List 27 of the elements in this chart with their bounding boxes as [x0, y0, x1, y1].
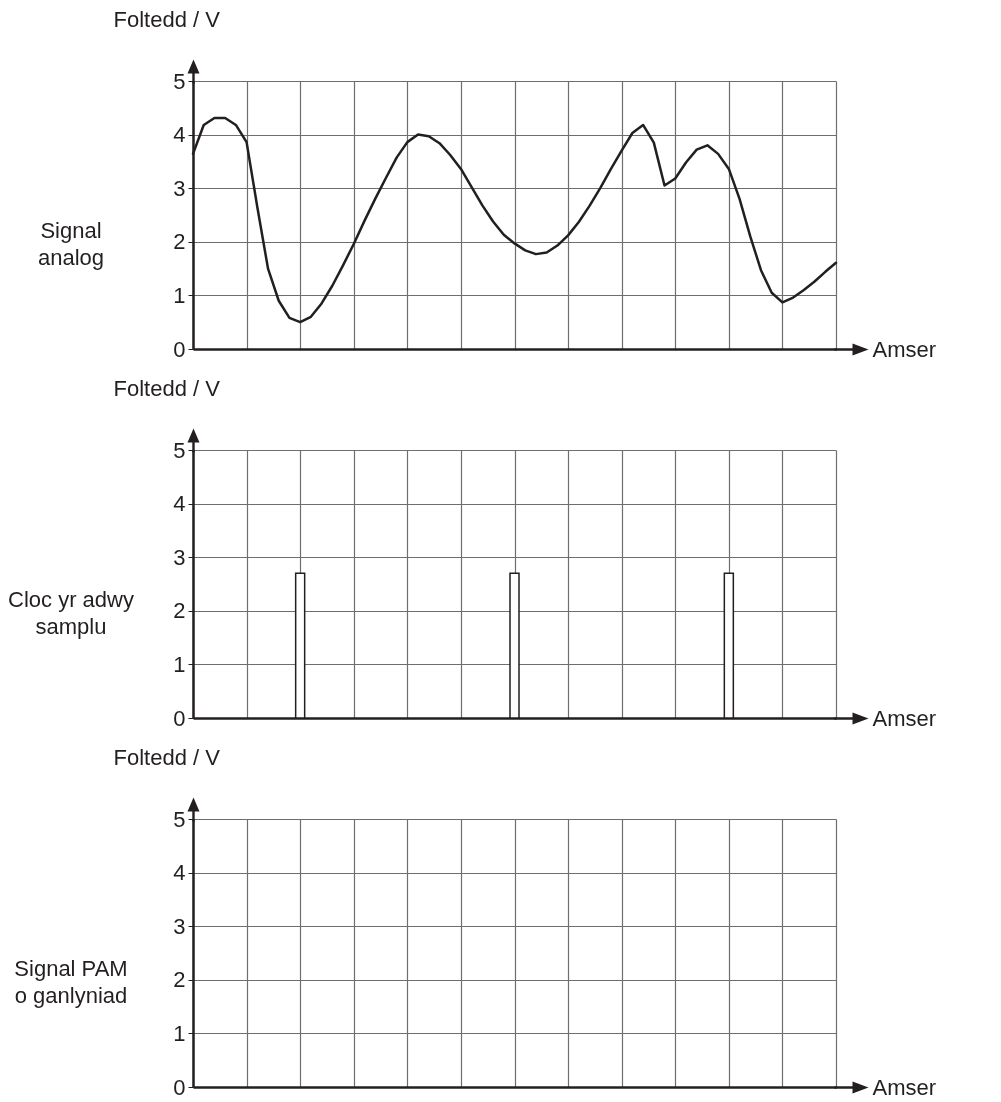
y-tick-label: 5: [173, 806, 186, 832]
y-tick-label: 1: [173, 1020, 186, 1046]
y-tick-label: 4: [173, 122, 186, 148]
y-tick-label: 3: [173, 175, 186, 201]
y-tick-label: 5: [173, 437, 186, 463]
y-tick-label: 4: [173, 860, 186, 886]
y-tick-label: 2: [173, 229, 186, 255]
y-tick-label: 1: [173, 282, 186, 308]
y-tick-label: 3: [173, 913, 186, 939]
y-tick-label: 0: [173, 705, 186, 731]
y-tick-label: 1: [173, 651, 186, 677]
y-axis-title: Foltedd / V: [113, 744, 221, 770]
text: Cloc yr adwy samplu: [8, 587, 134, 640]
y-axis-title: Foltedd / V: [113, 6, 221, 32]
x-axis-title: Amser: [872, 1074, 937, 1100]
y-tick-label: 2: [173, 598, 186, 624]
y-tick-label: 4: [173, 491, 186, 517]
y-tick-label: 3: [173, 544, 186, 570]
y-axis-title: Foltedd / V: [113, 375, 221, 401]
x-axis-title: Amser: [872, 705, 937, 731]
y-tick-label: 0: [173, 336, 186, 362]
text: Signal PAM o ganlyniad: [14, 956, 128, 1009]
y-tick-label: 0: [173, 1074, 186, 1100]
text: Signal analog: [37, 218, 105, 271]
y-tick-label: 2: [173, 967, 186, 993]
x-axis-title: Amser: [872, 336, 937, 362]
y-tick-label: 5: [173, 68, 186, 94]
